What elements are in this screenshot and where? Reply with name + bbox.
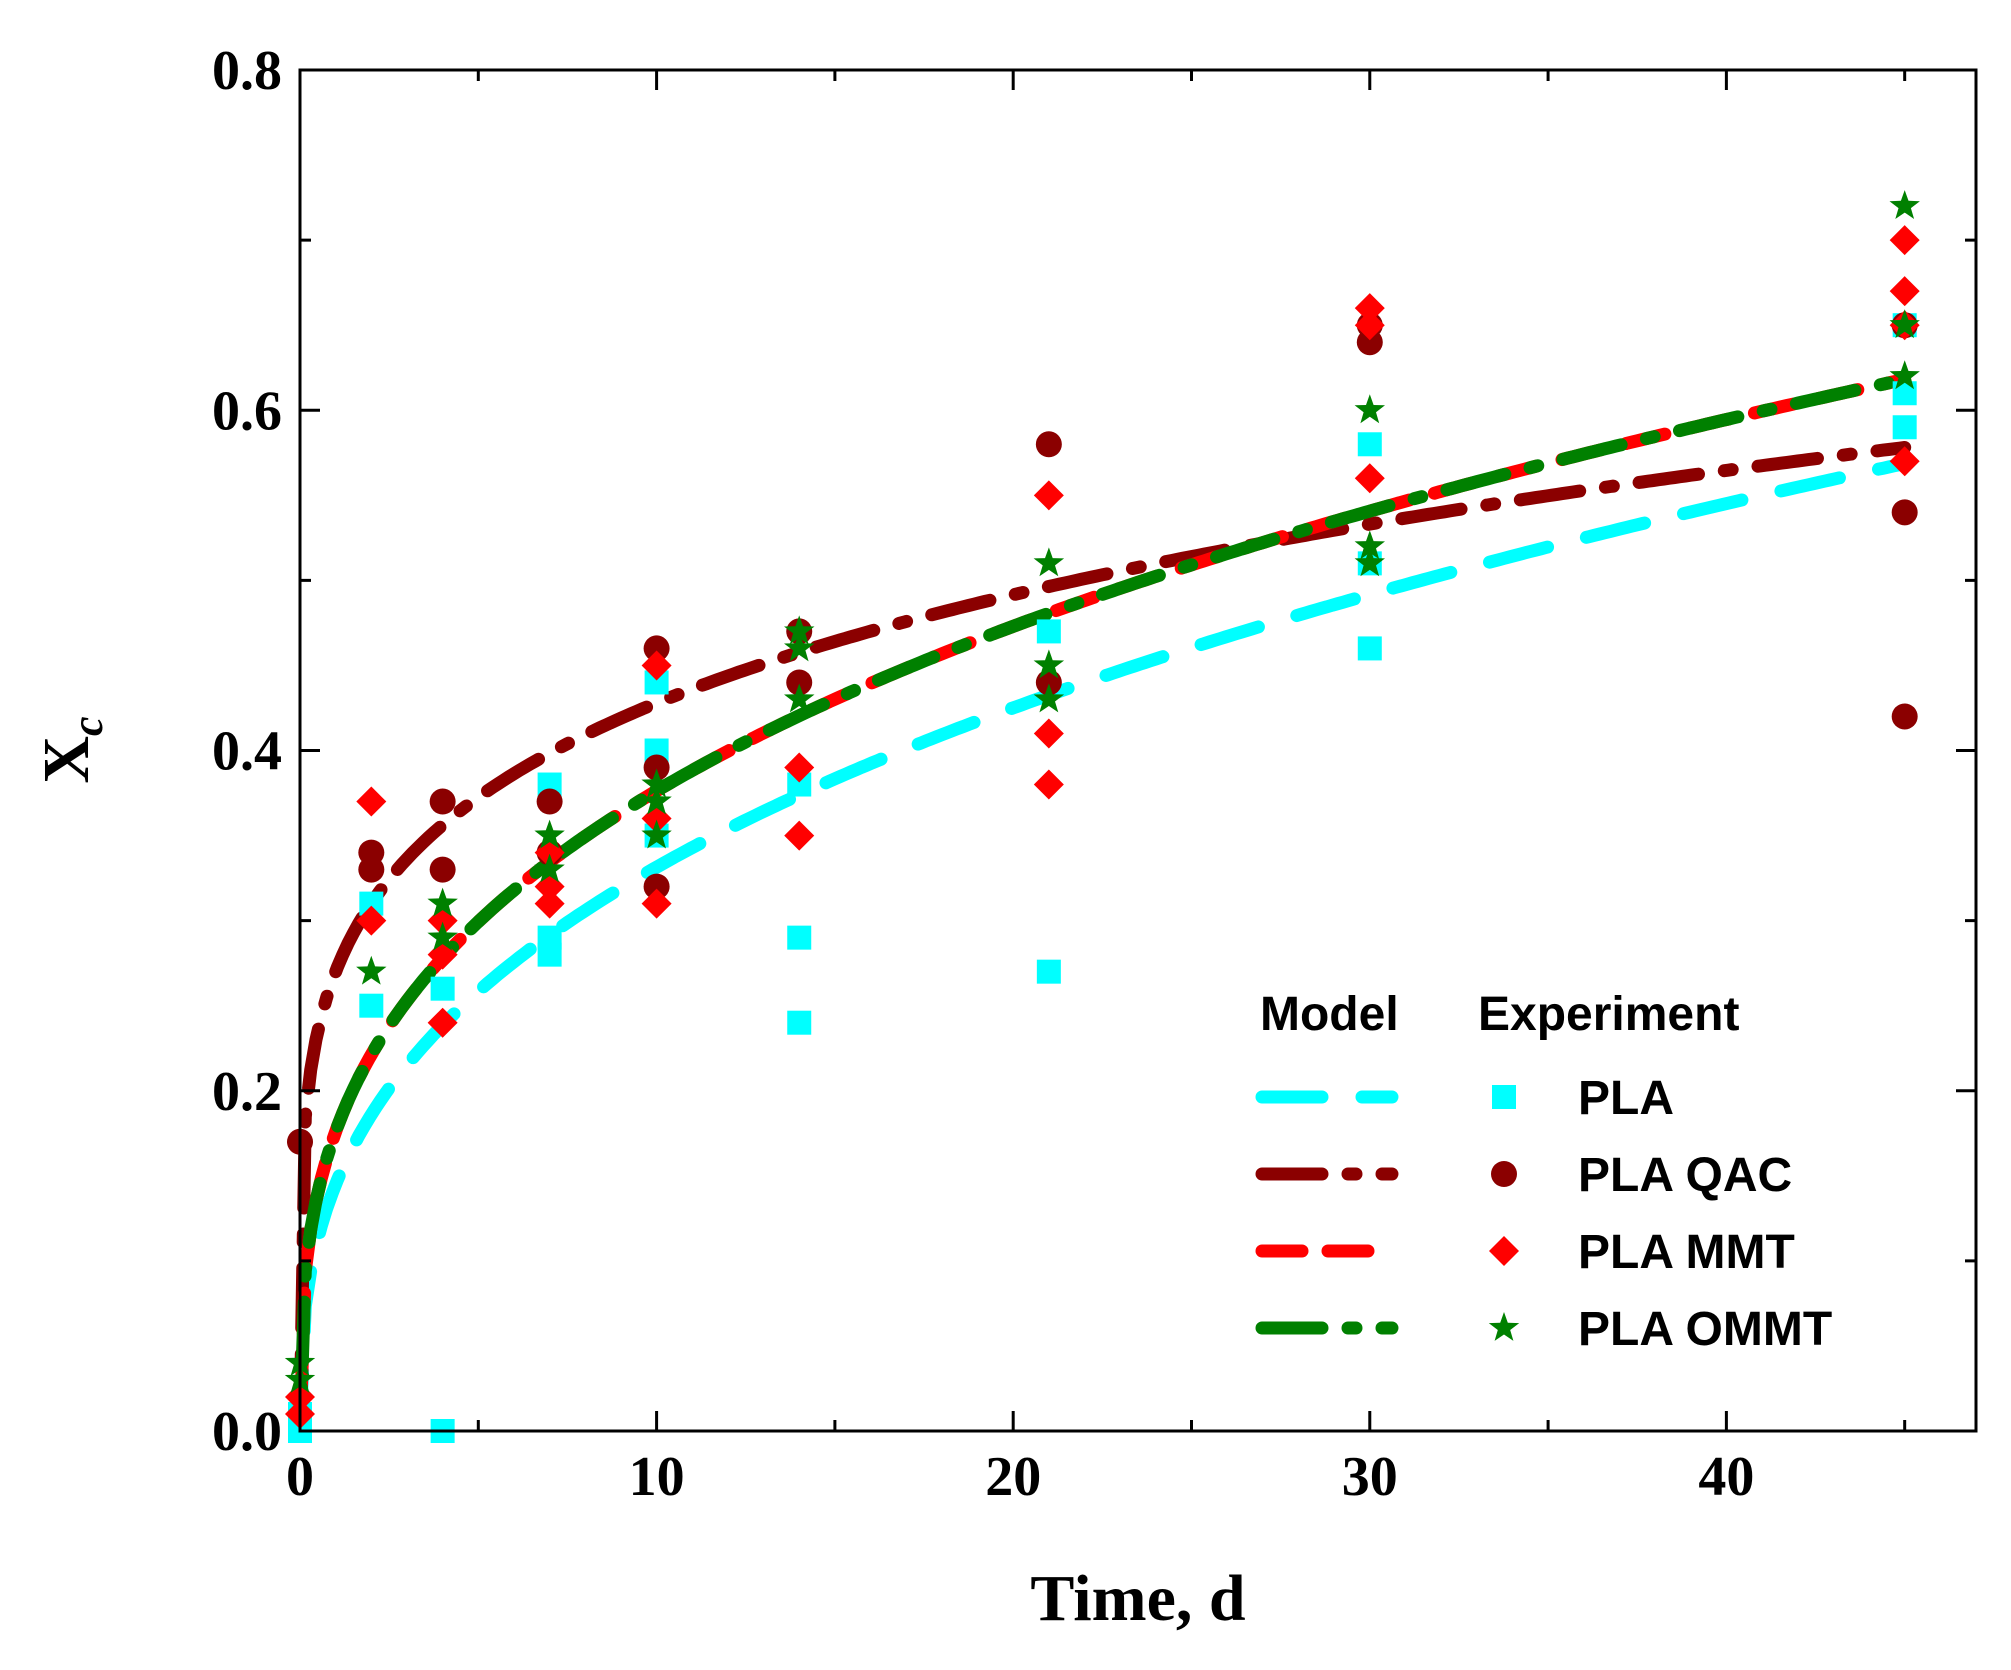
data-point-pla-mmt (534, 888, 565, 919)
x-tick-label: 40 (1698, 1446, 1754, 1508)
y-tick-label: 0.8 (212, 40, 282, 102)
legend-label-pla-mmt: PLA MMT (1578, 1226, 1795, 1279)
data-point-pla-mmt (1033, 769, 1064, 800)
data-point-pla-mmt (1354, 463, 1385, 494)
x-tick-label: 0 (286, 1446, 314, 1508)
legend-marker-pla-ommt (1488, 1312, 1520, 1341)
data-point-pla-ommt (1033, 547, 1065, 577)
y-axis-title: Xc (30, 716, 112, 783)
legend-label-pla-ommt: PLA OMMT (1578, 1303, 1832, 1356)
data-point-pla-mmt (427, 1007, 458, 1038)
data-point-pla-ommt (427, 921, 458, 951)
data-point-pla (787, 925, 812, 950)
x-tick-label: 20 (985, 1446, 1041, 1508)
x-tick-label: 10 (629, 1446, 685, 1508)
y-tick-label: 0.0 (212, 1401, 282, 1463)
data-point-pla-ommt (784, 683, 815, 713)
data-point-pla (1357, 636, 1382, 661)
data-point-pla-qac (643, 873, 670, 900)
data-point-pla-ommt (534, 819, 565, 849)
data-point-pla-mmt (1354, 310, 1385, 341)
data-point-pla (1892, 381, 1917, 406)
legend-label-pla-qac: PLA QAC (1578, 1149, 1792, 1202)
model-curve-pla-ommt (293, 372, 1912, 1438)
data-point-pla-ommt (784, 615, 815, 645)
data-point-pla-ommt (641, 768, 672, 798)
data-point-pla-ommt (1354, 547, 1385, 577)
legend-marker-pla (1492, 1085, 1516, 1109)
y-tick-label: 0.4 (212, 721, 282, 783)
data-point-pla-qac (643, 635, 670, 662)
data-point-pla-ommt (356, 955, 387, 985)
data-point-pla-qac (429, 788, 456, 815)
data-point-pla-qac (643, 754, 670, 781)
data-point-pla (787, 1010, 812, 1035)
data-point-pla (537, 925, 562, 950)
data-points (284, 190, 1920, 1443)
data-point-pla-mmt (784, 820, 815, 851)
data-point-pla-ommt (641, 785, 672, 815)
data-point-pla-qac (358, 839, 385, 866)
data-point-pla-mmt (784, 752, 815, 783)
data-point-pla-qac (1035, 431, 1062, 458)
legend-header-model: Model (1260, 988, 1399, 1041)
y-tick-label: 0.2 (212, 1061, 282, 1123)
data-point-pla-ommt (1033, 649, 1065, 679)
x-tick-label: 30 (1342, 1446, 1398, 1508)
x-axis-title: Time, d (1030, 1562, 1245, 1635)
data-point-pla-ommt (427, 887, 458, 917)
legend: Model Experiment PLA PLA QAC PLA MMT PLA OM… (1255, 988, 1832, 1356)
data-point-pla-mmt (1889, 225, 1920, 256)
model-curve-pla-mmt (293, 372, 1912, 1438)
legend-label-pla: PLA (1578, 1072, 1674, 1125)
data-point-pla-mmt (641, 888, 672, 919)
data-point-pla (430, 976, 455, 1001)
data-point-pla-qac (429, 856, 456, 883)
data-point-pla-mmt (1033, 480, 1064, 511)
data-point-pla-mmt (1889, 276, 1920, 307)
data-point-pla-mmt (641, 650, 672, 681)
data-point-pla (1892, 415, 1917, 440)
model-curves (293, 372, 1912, 1438)
data-point-pla-ommt (641, 819, 672, 849)
data-point-pla-ommt (1354, 394, 1385, 424)
y-axis-title-main: X (30, 736, 103, 784)
data-point-pla-qac (536, 788, 563, 815)
legend-header-experiment: Experiment (1478, 988, 1739, 1041)
data-point-pla-mmt (1033, 718, 1064, 749)
y-axis-title-sub: c (63, 716, 112, 736)
data-point-pla (1036, 619, 1061, 644)
model-curve-pla (293, 457, 1912, 1438)
data-point-pla-mmt (1889, 446, 1920, 477)
legend-marker-pla-qac (1491, 1161, 1517, 1187)
data-point-pla-qac (1891, 499, 1918, 526)
legend-marker-pla-mmt (1489, 1236, 1519, 1266)
data-point-pla (359, 993, 384, 1018)
svg-text:Xc: Xc (30, 716, 112, 783)
data-point-pla-mmt (356, 786, 387, 817)
data-point-pla-ommt (784, 632, 815, 662)
data-point-pla-mmt (356, 905, 387, 936)
data-point-pla-mmt (1354, 293, 1385, 324)
data-point-pla-ommt (1889, 309, 1920, 339)
data-point-pla-ommt (1033, 683, 1065, 713)
axis-ticks: 0 10 20 30 40 0.0 0.2 0.4 0.6 0.8 (212, 40, 1976, 1508)
data-point-pla-qac (786, 669, 813, 696)
data-point-pla-ommt (1354, 530, 1385, 560)
data-point-pla (1036, 959, 1061, 984)
data-point-pla-ommt (1889, 190, 1920, 219)
data-point-pla-qac (1891, 703, 1918, 730)
y-tick-label: 0.6 (212, 380, 282, 442)
data-point-pla-ommt (534, 853, 565, 883)
data-point-pla (1357, 432, 1382, 457)
data-point-pla-ommt (1889, 360, 1920, 390)
model-curve-pla-qac (293, 441, 1912, 1438)
